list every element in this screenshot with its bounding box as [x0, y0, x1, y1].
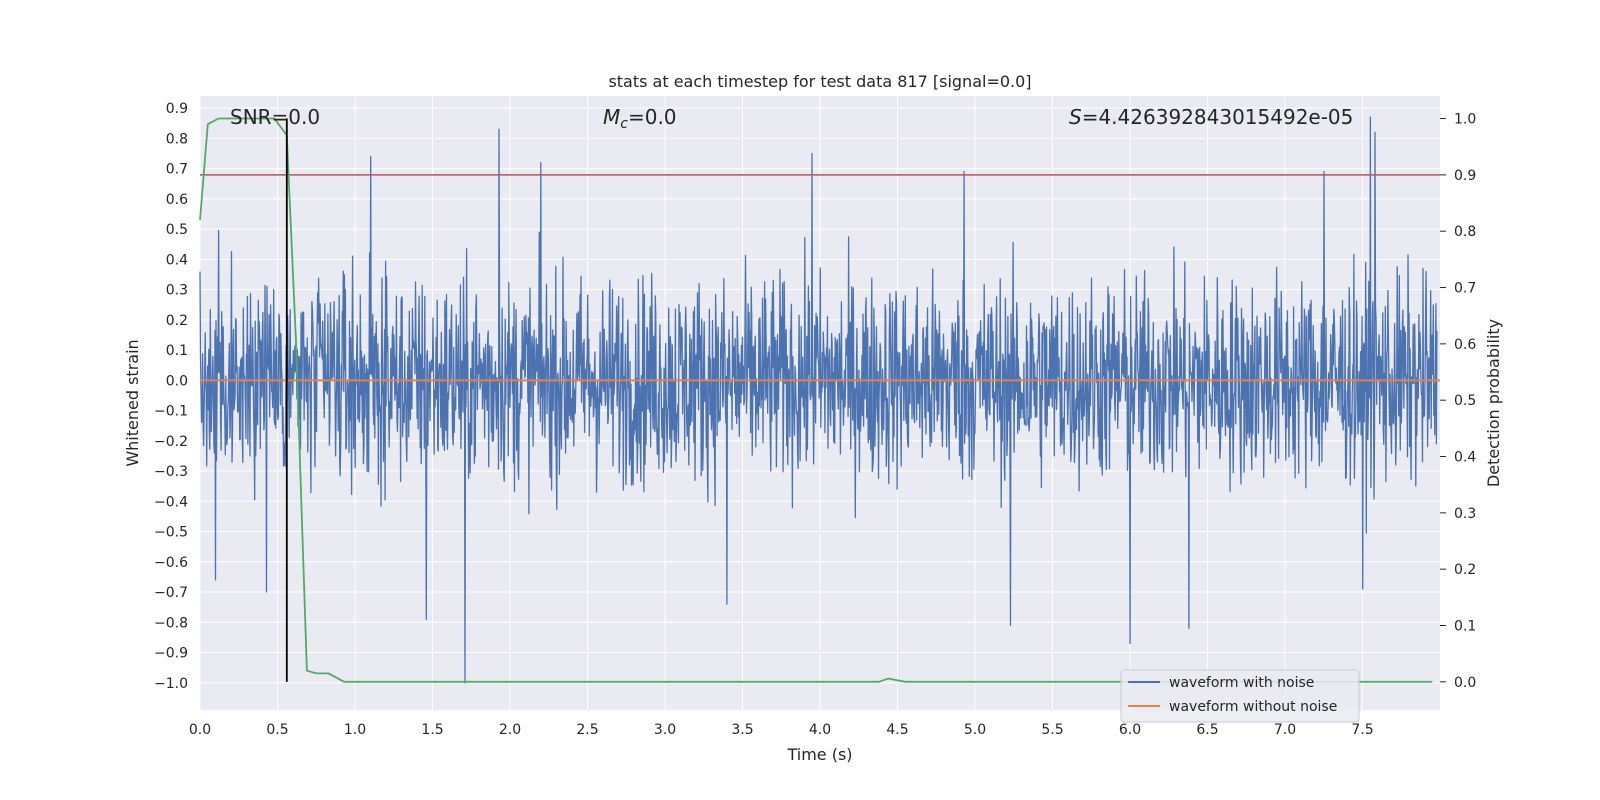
y2-tick-label: 0.8 — [1454, 224, 1476, 240]
noise-waveform-line — [199, 116, 1438, 684]
y-tick-label: 0.4 — [166, 252, 188, 268]
chart-title: stats at each timestep for test data 817… — [608, 72, 1031, 91]
y-tick-label: −1.0 — [154, 676, 188, 692]
snr-annotation: SNR=0.0 — [230, 105, 320, 129]
x-tick-labels: 0.0 0.5 1.0 1.5 2.0 2.5 3.0 3.5 4.0 4.5 5.0 5.5 6.0 6… — [189, 722, 1374, 738]
x-tick-label: 7.5 — [1351, 722, 1373, 738]
y-tick-label: −0.5 — [154, 525, 188, 541]
y-tick-label: 0.2 — [166, 313, 188, 329]
y2-tick-labels: 1.0 0.9 0.8 0.7 0.6 0.5 0.4 0.3 0.2 0.1 0.0 — [1440, 112, 1476, 691]
x-tick-label: 2.0 — [499, 722, 521, 738]
x-tick-label: 6.5 — [1196, 722, 1218, 738]
y2-axis-label: Detection probability — [1484, 319, 1503, 487]
x-tick-label: 4.5 — [886, 722, 908, 738]
x-tick-label: 5.0 — [964, 722, 986, 738]
x-tick-label: 0.5 — [266, 722, 288, 738]
x-tick-label: 6.0 — [1119, 722, 1141, 738]
y-tick-labels: 0.9 0.8 0.7 0.6 0.5 0.4 0.3 0.2 0.1 0.0 −0.1 −0.2 −0… — [154, 101, 188, 692]
y-tick-label: −0.1 — [154, 404, 188, 420]
y-axis-label: Whitened strain — [123, 339, 142, 466]
x-tick-label: 0.0 — [189, 722, 211, 738]
legend-label-clean: waveform without noise — [1169, 699, 1337, 715]
x-tick-label: 2.5 — [576, 722, 598, 738]
y-tick-label: −0.3 — [154, 464, 188, 480]
y-tick-label: 0.3 — [166, 283, 188, 299]
y2-tick-label: 1.0 — [1454, 112, 1476, 128]
y-tick-label: −0.4 — [154, 494, 188, 510]
x-tick-label: 5.5 — [1041, 722, 1063, 738]
y-tick-label: 0.8 — [166, 131, 188, 147]
y2-tick-label: 0.3 — [1454, 506, 1476, 522]
mc-annotation: Mc=0.0 — [603, 105, 677, 132]
y2-tick-label: 0.4 — [1454, 450, 1476, 466]
legend: waveform with noise waveform without noi… — [1120, 669, 1360, 723]
overlay-lines — [199, 117, 1440, 683]
y-tick-label: 0.5 — [166, 222, 188, 238]
y2-tick-label: 0.2 — [1454, 562, 1476, 578]
x-tick-label: 7.0 — [1274, 722, 1296, 738]
legend-box — [1120, 669, 1360, 723]
y2-tick-label: 0.6 — [1454, 337, 1476, 353]
y2-tick-label: 0.9 — [1454, 168, 1476, 184]
x-tick-label: 3.5 — [731, 722, 753, 738]
s-annotation: S=4.426392843015492e-05 — [1069, 105, 1353, 129]
y-tick-label: −0.2 — [154, 434, 188, 450]
y-tick-label: −0.6 — [154, 555, 188, 571]
x-tick-label: 3.0 — [654, 722, 676, 738]
noise-series — [199, 116, 1438, 684]
x-axis-label: Time (s) — [786, 745, 852, 764]
detection-probability-line — [199, 117, 1433, 683]
y-tick-label: 0.1 — [166, 343, 188, 359]
x-tick-label: 1.5 — [421, 722, 443, 738]
y2-tick-label: 0.7 — [1454, 281, 1476, 297]
y-tick-label: 0.0 — [166, 373, 188, 389]
y-tick-label: 0.9 — [166, 101, 188, 117]
y-tick-label: 0.6 — [166, 192, 188, 208]
y2-tick-label: 0.5 — [1454, 393, 1476, 409]
y-tick-label: −0.8 — [154, 615, 188, 631]
y-tick-label: −0.9 — [154, 646, 188, 662]
x-tick-label: 1.0 — [344, 722, 366, 738]
y-tick-label: 0.7 — [166, 162, 188, 178]
legend-label-noise: waveform with noise — [1169, 675, 1314, 691]
y2-tick-label: 0.1 — [1454, 619, 1476, 635]
x-tick-label: 4.0 — [809, 722, 831, 738]
y2-tick-label: 0.0 — [1454, 675, 1476, 691]
y-tick-label: −0.7 — [154, 585, 188, 601]
